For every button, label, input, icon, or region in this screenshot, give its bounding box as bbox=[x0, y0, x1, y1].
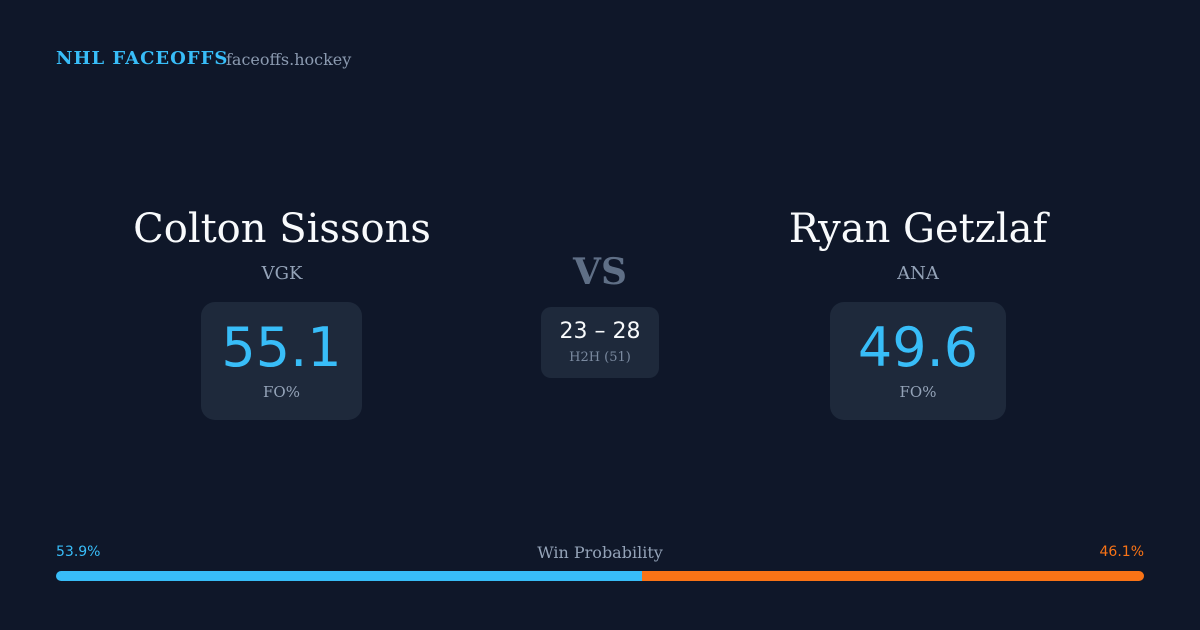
h2h-label: H2H (51) bbox=[569, 350, 631, 365]
stat-card: 55.1 FO% bbox=[201, 302, 362, 420]
brand: NHL FACEOFFS bbox=[56, 48, 229, 69]
team: VGK bbox=[261, 263, 303, 284]
bar-segment bbox=[56, 571, 643, 581]
stat-card: 49.6 FO% bbox=[830, 302, 1006, 420]
team: ANA bbox=[897, 263, 939, 284]
bar-segment bbox=[642, 571, 1144, 581]
away-prob: 46.1% bbox=[1099, 544, 1144, 560]
fo-label: FO% bbox=[899, 383, 937, 401]
fo-value: 55.1 bbox=[221, 316, 342, 379]
player-name: Ryan Getzlaf bbox=[788, 206, 1048, 252]
player-name: Colton Sissons bbox=[133, 206, 431, 252]
fo-label: FO% bbox=[263, 383, 300, 401]
fo-value: 49.6 bbox=[857, 316, 979, 379]
win-prob-bar bbox=[56, 571, 1144, 581]
vs: VS bbox=[573, 251, 627, 293]
home-prob: 53.9% bbox=[56, 544, 101, 560]
h2h-score: 23 – 28 bbox=[559, 319, 641, 344]
domain: faceoffs.hockey bbox=[226, 50, 352, 69]
h2h-card: 23 – 28 H2H (51) bbox=[541, 307, 659, 378]
win-prob-title: Win Probability bbox=[537, 543, 663, 562]
